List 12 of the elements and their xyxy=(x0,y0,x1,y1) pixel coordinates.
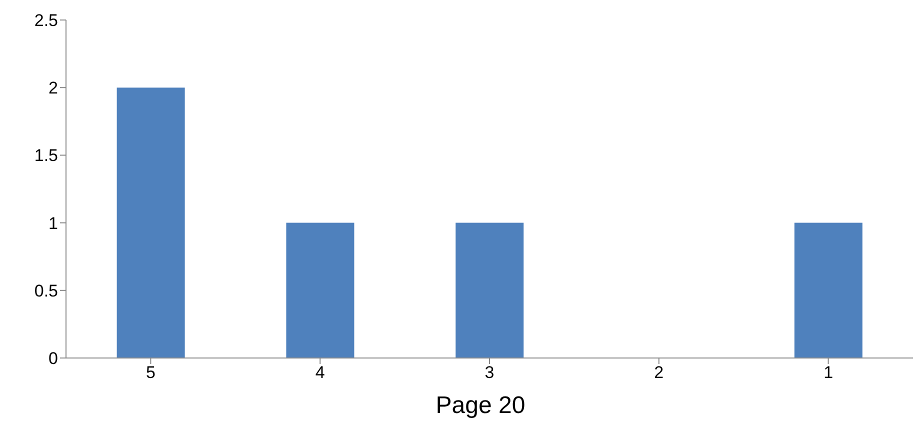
x-tick-label: 2 xyxy=(654,363,664,382)
y-tick-label: 0 xyxy=(48,349,58,368)
x-tick-label: 4 xyxy=(315,363,325,382)
x-tick-label: 3 xyxy=(484,363,494,382)
y-tick-label: 2 xyxy=(48,78,58,98)
text: Page 20 xyxy=(434,392,526,420)
y-tick-label: 0.5 xyxy=(34,281,58,300)
y-tick-label: 1 xyxy=(48,214,58,233)
x-tick-label: 1 xyxy=(824,363,834,382)
x-tick-label: 5 xyxy=(146,363,156,382)
y-tick-label: 2.5 xyxy=(34,11,58,30)
y-tick-label: 1.5 xyxy=(34,146,58,166)
